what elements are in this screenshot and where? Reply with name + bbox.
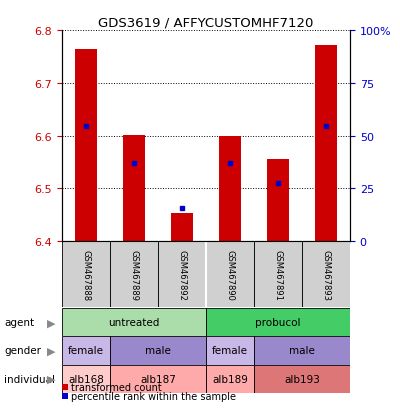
- Bar: [123, 135, 145, 242]
- Text: ▶: ▶: [47, 346, 56, 356]
- Text: male: male: [289, 346, 315, 356]
- Bar: [75, 50, 97, 242]
- Text: female: female: [212, 346, 248, 356]
- Bar: [110, 365, 206, 393]
- Text: probucol: probucol: [255, 318, 301, 328]
- Text: GSM467889: GSM467889: [130, 249, 138, 300]
- Text: GSM467888: GSM467888: [82, 249, 90, 300]
- Text: GSM467891: GSM467891: [274, 249, 282, 300]
- Bar: [315, 46, 337, 242]
- Text: alb193: alb193: [284, 374, 320, 384]
- Text: ▶: ▶: [47, 374, 56, 384]
- Title: GDS3619 / AFFYCUSTOMHF7120: GDS3619 / AFFYCUSTOMHF7120: [98, 17, 314, 30]
- Bar: [267, 160, 289, 242]
- Text: GSM467890: GSM467890: [226, 249, 234, 300]
- Text: gender: gender: [4, 346, 41, 356]
- Text: untreated: untreated: [108, 318, 160, 328]
- Text: individual: individual: [4, 374, 55, 384]
- Bar: [110, 242, 158, 308]
- Text: GSM467893: GSM467893: [322, 249, 330, 300]
- Bar: [302, 242, 350, 308]
- Bar: [158, 242, 206, 308]
- Bar: [62, 365, 110, 393]
- Text: male: male: [145, 346, 171, 356]
- Text: agent: agent: [4, 318, 34, 328]
- Bar: [206, 365, 254, 393]
- Bar: [62, 337, 110, 365]
- Text: GSM467892: GSM467892: [178, 249, 186, 300]
- Text: female: female: [68, 346, 104, 356]
- Bar: [254, 365, 350, 393]
- Bar: [206, 242, 254, 308]
- Text: ▶: ▶: [47, 318, 56, 328]
- Bar: [62, 242, 110, 308]
- Bar: [110, 337, 206, 365]
- Text: alb187: alb187: [140, 374, 176, 384]
- Bar: [62, 309, 206, 337]
- Text: alb189: alb189: [212, 374, 248, 384]
- Text: percentile rank within the sample: percentile rank within the sample: [71, 391, 236, 401]
- Bar: [254, 337, 350, 365]
- Bar: [206, 309, 350, 337]
- Text: transformed count: transformed count: [71, 382, 162, 392]
- Bar: [219, 136, 241, 242]
- Bar: [206, 337, 254, 365]
- Text: alb168: alb168: [68, 374, 104, 384]
- Bar: [254, 242, 302, 308]
- Bar: [171, 214, 193, 242]
